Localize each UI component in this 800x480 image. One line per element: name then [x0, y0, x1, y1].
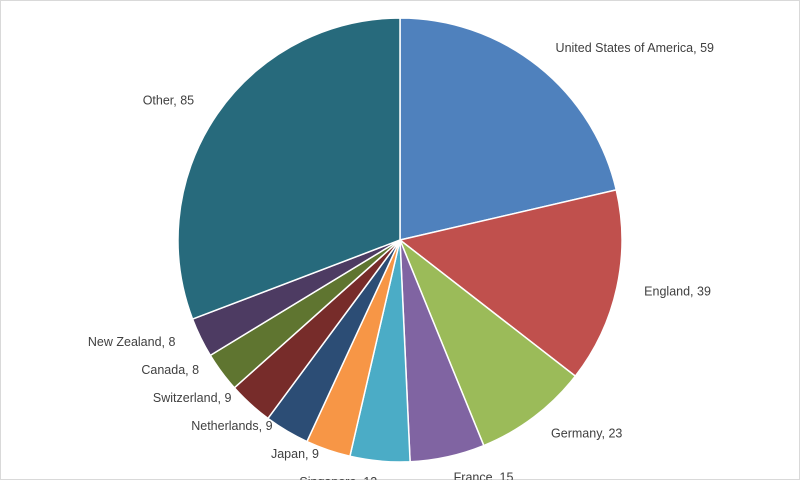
data-label: United States of America, 59	[556, 41, 714, 55]
label-category: Other	[143, 94, 174, 108]
data-label: Japan, 9	[271, 447, 319, 461]
label-value: 9	[266, 419, 273, 433]
label-value: 9	[224, 391, 231, 405]
label-value: 15	[500, 471, 514, 480]
pie-slice	[399, 17, 618, 241]
label-value: 23	[608, 427, 622, 441]
pie-slice	[177, 17, 401, 321]
data-label: England, 39	[644, 285, 711, 299]
label-value: 12	[363, 475, 377, 480]
data-label: Switzerland, 9	[153, 391, 232, 405]
label-category: Germany	[551, 427, 603, 441]
label-category: New Zealand	[88, 335, 162, 349]
data-label: Netherlands, 9	[191, 419, 272, 433]
data-label: New Zealand, 8	[88, 335, 176, 349]
label-value: 8	[192, 363, 199, 377]
data-label: France, 15	[454, 471, 514, 480]
label-category: United States of America	[556, 41, 694, 55]
data-label: Canada, 8	[141, 363, 199, 377]
data-label: Other, 85	[143, 94, 194, 108]
label-category: Canada	[141, 363, 185, 377]
pie-slice	[398, 237, 577, 447]
label-category: France	[454, 471, 493, 480]
label-category: Singapore	[299, 475, 356, 480]
label-category: England	[644, 285, 690, 299]
label-category: Switzerland	[153, 391, 218, 405]
label-value: 59	[700, 41, 714, 55]
label-value: 85	[180, 94, 194, 108]
label-value: 8	[169, 335, 176, 349]
label-category: Netherlands	[191, 419, 258, 433]
label-category: Japan	[271, 447, 305, 461]
pie-slice	[398, 188, 623, 378]
label-value: 9	[312, 447, 319, 461]
label-value: 39	[697, 285, 711, 299]
data-label: Singapore, 12	[299, 475, 377, 480]
data-label: Germany, 23	[551, 427, 622, 441]
